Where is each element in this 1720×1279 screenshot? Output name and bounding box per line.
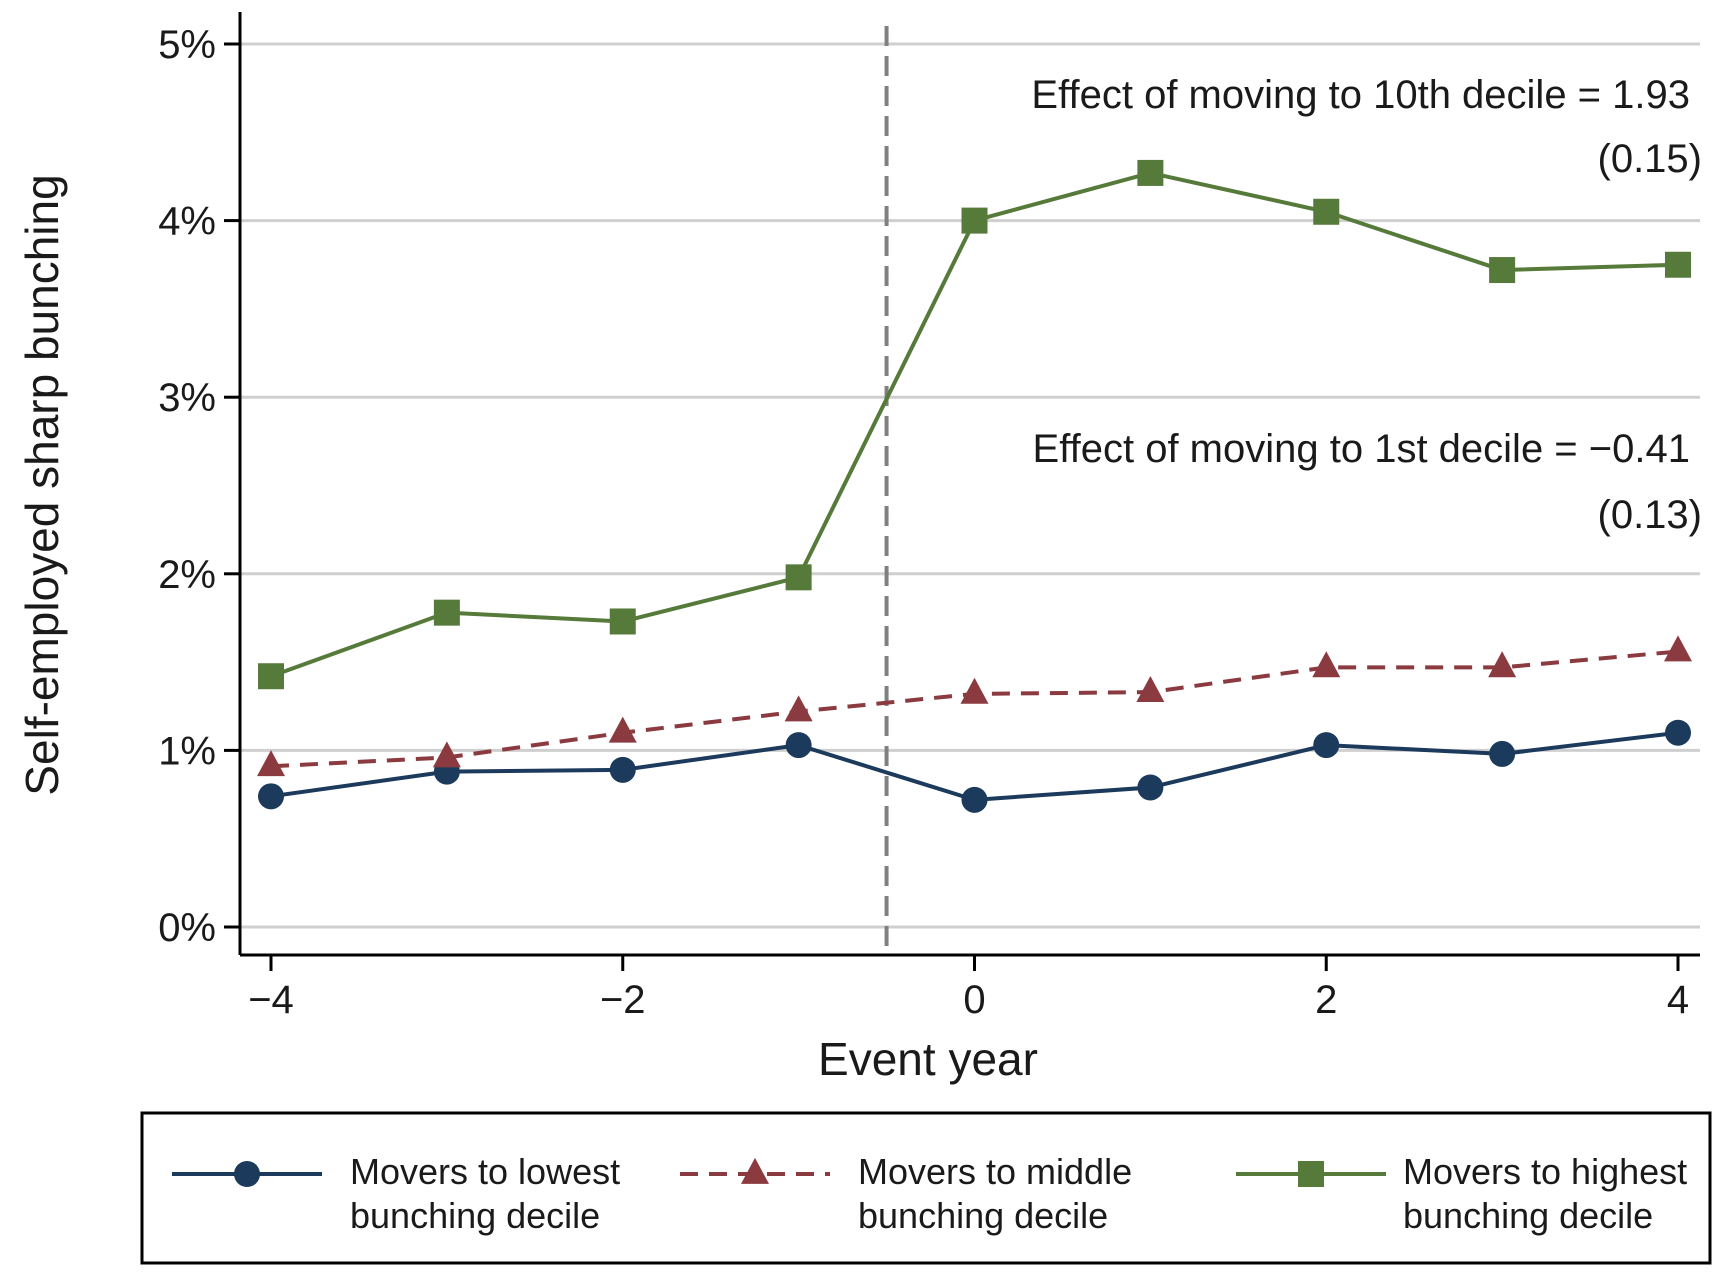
annotation-line1: Effect of moving to 1st decile = −0.41	[1033, 427, 1690, 471]
y-tick-label: 1%	[158, 729, 216, 773]
y-tick-label: 5%	[158, 23, 216, 67]
data-point	[1664, 635, 1692, 662]
legend-swatch-marker	[1298, 1161, 1324, 1187]
data-point	[1665, 719, 1691, 746]
data-point	[1313, 732, 1340, 759]
annotation-layer: Effect of moving to 10th decile = 1.93 (0…	[1031, 73, 1702, 537]
y-tick-label: 3%	[158, 376, 216, 420]
data-point	[608, 716, 637, 743]
annotation-line2: (0.15)	[1598, 137, 1703, 181]
data-point	[257, 750, 285, 777]
data-point	[785, 732, 812, 759]
data-point	[784, 695, 813, 722]
legend-swatch-marker	[234, 1161, 260, 1187]
legend-label: Movers to middle	[858, 1151, 1132, 1192]
x-tick-label: 2	[1315, 978, 1337, 1022]
data-point	[1137, 774, 1164, 801]
y-tick-label: 2%	[158, 553, 216, 597]
series-1	[257, 635, 1692, 777]
series-layer	[257, 159, 1692, 813]
legend-label: bunching decile	[1403, 1195, 1653, 1236]
legend-box	[140, 1111, 1712, 1265]
data-point	[960, 677, 989, 704]
data-point	[1136, 676, 1165, 703]
data-point	[1312, 651, 1341, 678]
x-tick-label: 4	[1667, 978, 1689, 1022]
data-point	[961, 207, 988, 234]
data-point	[432, 741, 461, 768]
legend-label: bunching decile	[350, 1195, 600, 1236]
data-point	[785, 564, 812, 591]
x-axis-title: Event year	[818, 1033, 1038, 1085]
annotation-line2: (0.13)	[1598, 493, 1703, 537]
data-point	[433, 599, 460, 626]
data-point	[1488, 651, 1517, 678]
annotation-line1: Effect of moving to 10th decile = 1.93	[1031, 73, 1690, 117]
legend-label: bunching decile	[858, 1195, 1108, 1236]
x-tick-label: 0	[963, 978, 985, 1022]
data-point	[1137, 159, 1164, 186]
data-point	[1313, 198, 1340, 225]
axes-layer: 0% 1% 2% 3% 4% 5% −4 −2 0 2 4 Event year Self-employ…	[16, 12, 1700, 1085]
y-axis-title: Self-employed sharp bunching	[16, 174, 68, 795]
legend-swatch-marker	[741, 1157, 769, 1184]
data-point	[609, 756, 636, 783]
x-tick-label: −2	[600, 978, 646, 1022]
data-point	[1665, 251, 1691, 278]
x-tick-label: −4	[248, 978, 294, 1022]
series-2	[258, 159, 1691, 690]
series-line	[270, 170, 1679, 679]
data-point	[1489, 257, 1516, 284]
data-point	[258, 663, 284, 690]
data-point	[258, 783, 284, 810]
y-tick-label: 4%	[158, 200, 216, 244]
series-0	[258, 719, 1691, 813]
legend-label: Movers to highest	[1403, 1151, 1687, 1192]
y-tick-label: 0%	[158, 906, 216, 950]
data-point	[609, 608, 636, 635]
data-point	[1489, 740, 1516, 767]
legend-label: Movers to lowest	[350, 1151, 620, 1192]
data-point	[961, 786, 988, 813]
